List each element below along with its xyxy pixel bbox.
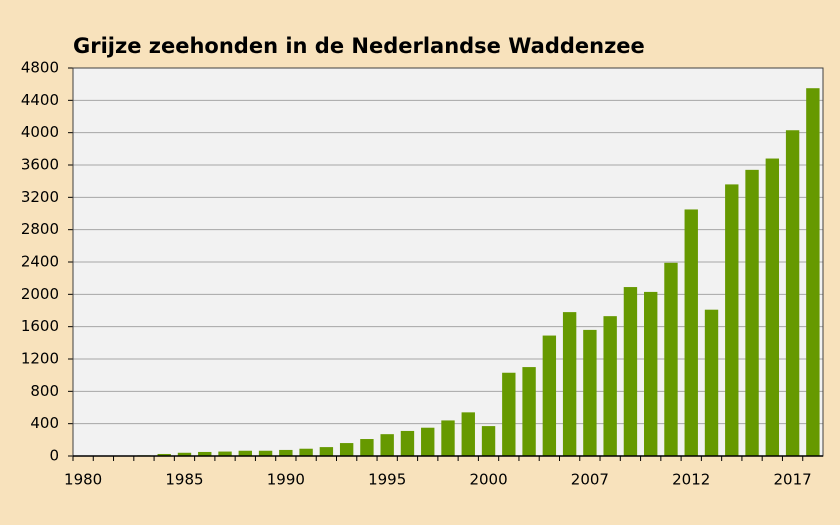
bar	[319, 447, 334, 456]
bar	[400, 430, 415, 456]
bar	[684, 209, 698, 456]
bar	[360, 439, 374, 456]
x-tick-label: 2012	[672, 471, 710, 489]
y-tick-label: 0	[49, 447, 59, 465]
x-tick-label: 2017	[774, 471, 812, 489]
bar	[481, 426, 496, 456]
bar	[461, 412, 475, 456]
y-tick-label: 4400	[21, 91, 59, 109]
x-tick-label: 2007	[571, 471, 609, 489]
y-tick-label: 4800	[21, 59, 59, 77]
bar	[765, 158, 780, 457]
bar	[380, 434, 394, 456]
x-tick-label: 1985	[165, 471, 203, 489]
bar	[502, 372, 516, 456]
bar	[542, 335, 557, 456]
bar	[562, 312, 577, 456]
bar	[299, 448, 313, 456]
bar	[785, 130, 800, 456]
bar	[644, 291, 658, 456]
bar	[258, 450, 273, 456]
bar	[441, 420, 455, 456]
x-tick-label: 2000	[469, 471, 507, 489]
y-tick-label: 2800	[21, 220, 59, 238]
y-tick-label: 1600	[21, 317, 59, 335]
bar	[177, 452, 192, 456]
x-tick-label: 1995	[368, 471, 406, 489]
bar	[157, 453, 171, 456]
x-tick-label: 1980	[64, 471, 102, 489]
bar	[704, 309, 719, 456]
x-tick-label: 1990	[267, 471, 305, 489]
bar	[806, 88, 820, 456]
chart-title: Grijze zeehonden in de Nederlandse Wadde…	[73, 34, 645, 58]
bar	[623, 287, 638, 456]
y-tick-label: 4000	[21, 123, 59, 141]
bar	[725, 184, 739, 456]
y-tick-label: 2000	[21, 285, 59, 303]
y-tick-label: 1200	[21, 350, 59, 368]
bar	[745, 169, 759, 456]
bar	[238, 450, 252, 456]
bar	[664, 262, 678, 456]
bar	[198, 451, 212, 456]
y-tick-label: 400	[30, 414, 59, 432]
bar	[279, 449, 293, 456]
bar	[421, 427, 435, 456]
y-tick-label: 2400	[21, 253, 59, 271]
bar	[522, 367, 536, 456]
y-tick-label: 3600	[21, 156, 59, 174]
y-tick-label: 3200	[21, 188, 59, 206]
bar	[583, 329, 597, 456]
bar	[603, 316, 617, 456]
bar	[218, 451, 232, 456]
y-tick-label: 800	[30, 382, 59, 400]
bar	[339, 443, 354, 456]
